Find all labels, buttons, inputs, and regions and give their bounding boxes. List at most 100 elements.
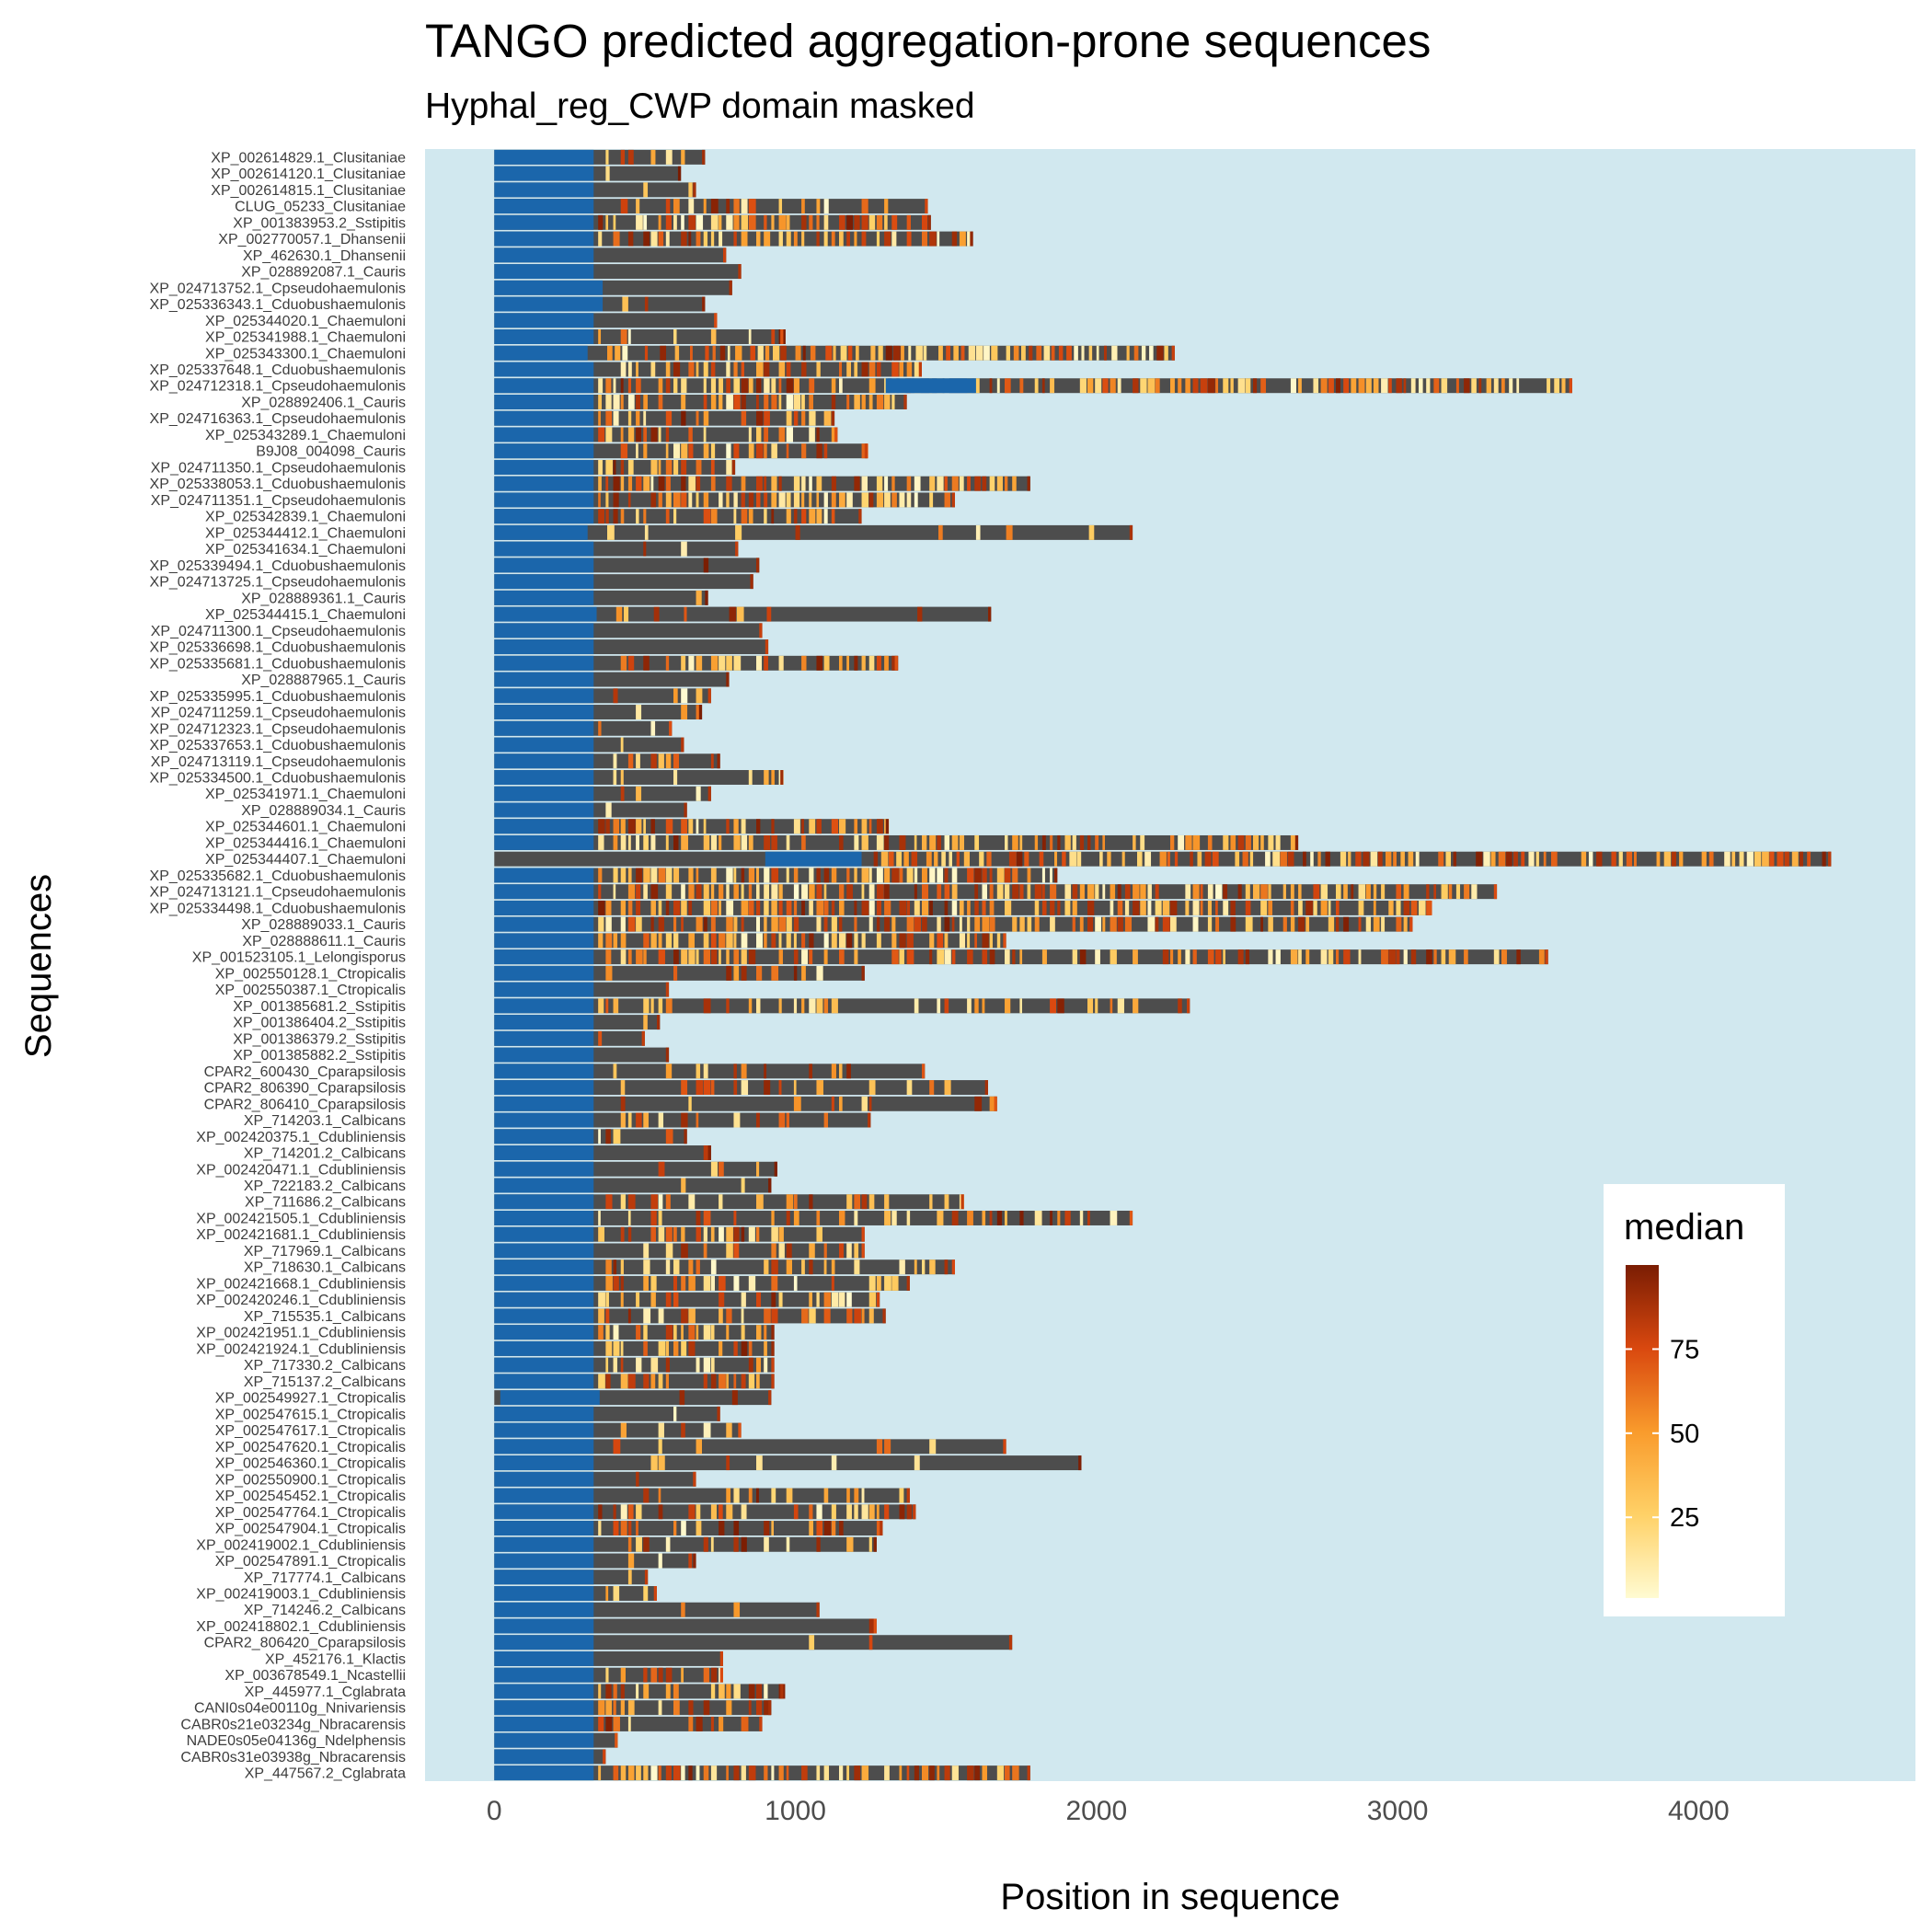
masked-domain bbox=[494, 1602, 594, 1617]
aggregation-segment bbox=[1072, 949, 1077, 965]
aggregation-segment bbox=[643, 509, 647, 524]
aggregation-segment bbox=[627, 149, 634, 165]
aggregation-segment bbox=[975, 524, 981, 540]
aggregation-segment bbox=[658, 1504, 663, 1520]
aggregation-segment bbox=[831, 410, 835, 426]
aggregation-segment bbox=[627, 362, 632, 377]
aggregation-segment bbox=[839, 1096, 843, 1111]
aggregation-segment bbox=[598, 1129, 601, 1144]
aggregation-segment bbox=[764, 427, 769, 443]
aggregation-segment bbox=[710, 933, 717, 949]
aggregation-segment bbox=[665, 1374, 669, 1389]
aggregation-segment bbox=[1290, 900, 1294, 915]
aggregation-segment bbox=[613, 509, 618, 524]
aggregation-segment bbox=[929, 1080, 935, 1096]
aggregation-segment bbox=[620, 378, 624, 394]
masked-domain bbox=[494, 1749, 594, 1765]
aggregation-segment bbox=[658, 1194, 663, 1210]
y-tick-label: XP_001386379.2_Sstipitis bbox=[233, 1031, 406, 1047]
aggregation-segment bbox=[741, 1765, 746, 1781]
aggregation-segment bbox=[696, 1064, 701, 1079]
masked-domain bbox=[494, 1015, 594, 1030]
aggregation-segment bbox=[1041, 868, 1045, 883]
aggregation-segment bbox=[793, 1504, 799, 1520]
y-tick-label: CPAR2_600430_Cparapsilosis bbox=[204, 1064, 406, 1080]
sequence-row bbox=[494, 509, 862, 524]
aggregation-segment bbox=[854, 1504, 858, 1520]
aggregation-segment bbox=[884, 1439, 891, 1455]
aggregation-segment bbox=[710, 231, 715, 247]
aggregation-segment bbox=[854, 362, 858, 377]
aggregation-segment bbox=[650, 492, 657, 508]
aggregation-segment bbox=[1034, 1210, 1042, 1225]
aggregation-segment bbox=[598, 1716, 604, 1731]
aggregation-segment bbox=[764, 900, 769, 915]
aggregation-segment bbox=[816, 1536, 821, 1552]
aggregation-segment bbox=[938, 345, 943, 361]
aggregation-segment bbox=[613, 933, 618, 949]
aggregation-segment bbox=[658, 1765, 661, 1781]
aggregation-segment bbox=[989, 378, 993, 394]
aggregation-segment bbox=[868, 394, 873, 409]
aggregation-segment bbox=[951, 476, 959, 491]
aggregation-segment bbox=[665, 1194, 671, 1210]
aggregation-segment bbox=[1204, 851, 1212, 867]
aggregation-segment bbox=[605, 427, 613, 443]
aggregation-segment bbox=[764, 394, 769, 409]
aggregation-segment bbox=[914, 868, 918, 883]
aggregation-segment bbox=[891, 1275, 899, 1291]
aggregation-segment bbox=[703, 998, 711, 1014]
aggregation-segment bbox=[1029, 345, 1033, 361]
aggregation-segment bbox=[801, 1259, 805, 1275]
aggregation-segment bbox=[643, 541, 647, 557]
aggregation-segment bbox=[786, 427, 793, 443]
y-tick-label: XP_711686.2_Calbicans bbox=[245, 1195, 406, 1211]
aggregation-segment bbox=[884, 476, 889, 491]
aggregation-segment bbox=[896, 851, 903, 867]
aggregation-segment bbox=[607, 524, 615, 540]
aggregation-segment bbox=[944, 1080, 951, 1096]
aggregation-segment bbox=[598, 819, 605, 834]
aggregation-segment bbox=[636, 214, 643, 230]
aggregation-segment bbox=[684, 802, 687, 818]
aggregation-segment bbox=[756, 1112, 760, 1128]
aggregation-segment bbox=[771, 1210, 775, 1225]
aggregation-segment bbox=[703, 231, 708, 247]
y-tick-label: XP_715137.2_Calbicans bbox=[244, 1374, 406, 1390]
aggregation-segment bbox=[1005, 884, 1010, 900]
y-tick-label: XP_024712318.1_Cpseudohaemulonis bbox=[150, 379, 406, 395]
aggregation-segment bbox=[1149, 345, 1154, 361]
aggregation-segment bbox=[823, 1308, 831, 1324]
aggregation-segment bbox=[613, 1521, 619, 1536]
sequence-row bbox=[494, 786, 711, 801]
aggregation-segment bbox=[673, 1765, 681, 1781]
aggregation-segment bbox=[982, 949, 988, 965]
aggregation-segment bbox=[937, 834, 941, 850]
aggregation-segment bbox=[1521, 851, 1525, 867]
aggregation-segment bbox=[702, 296, 706, 312]
aggregation-segment bbox=[605, 214, 609, 230]
aggregation-segment bbox=[1110, 1210, 1118, 1225]
aggregation-segment bbox=[1501, 378, 1505, 394]
aggregation-segment bbox=[944, 933, 949, 949]
masked-domain bbox=[494, 1243, 594, 1259]
aggregation-segment bbox=[1336, 949, 1340, 965]
aggregation-segment bbox=[738, 264, 742, 280]
sequence-row bbox=[494, 231, 973, 247]
masked-domain bbox=[494, 753, 594, 769]
aggregation-segment bbox=[1012, 884, 1019, 900]
aggregation-segment bbox=[613, 1765, 619, 1781]
aggregation-segment bbox=[1448, 949, 1456, 965]
y-tick-label: XP_452176.1_Klactis bbox=[265, 1651, 406, 1667]
aggregation-segment bbox=[756, 476, 763, 491]
masked-domain bbox=[494, 1161, 594, 1177]
aggregation-segment bbox=[688, 900, 693, 915]
y-tick-label: XP_028892087.1_Cauris bbox=[241, 265, 406, 281]
aggregation-segment bbox=[1215, 949, 1222, 965]
aggregation-segment bbox=[748, 1374, 755, 1389]
aggregation-segment bbox=[620, 1357, 624, 1373]
sequence-row bbox=[494, 1325, 775, 1340]
aggregation-segment bbox=[1124, 916, 1133, 932]
aggregation-segment bbox=[620, 394, 624, 409]
aggregation-segment bbox=[846, 655, 850, 671]
